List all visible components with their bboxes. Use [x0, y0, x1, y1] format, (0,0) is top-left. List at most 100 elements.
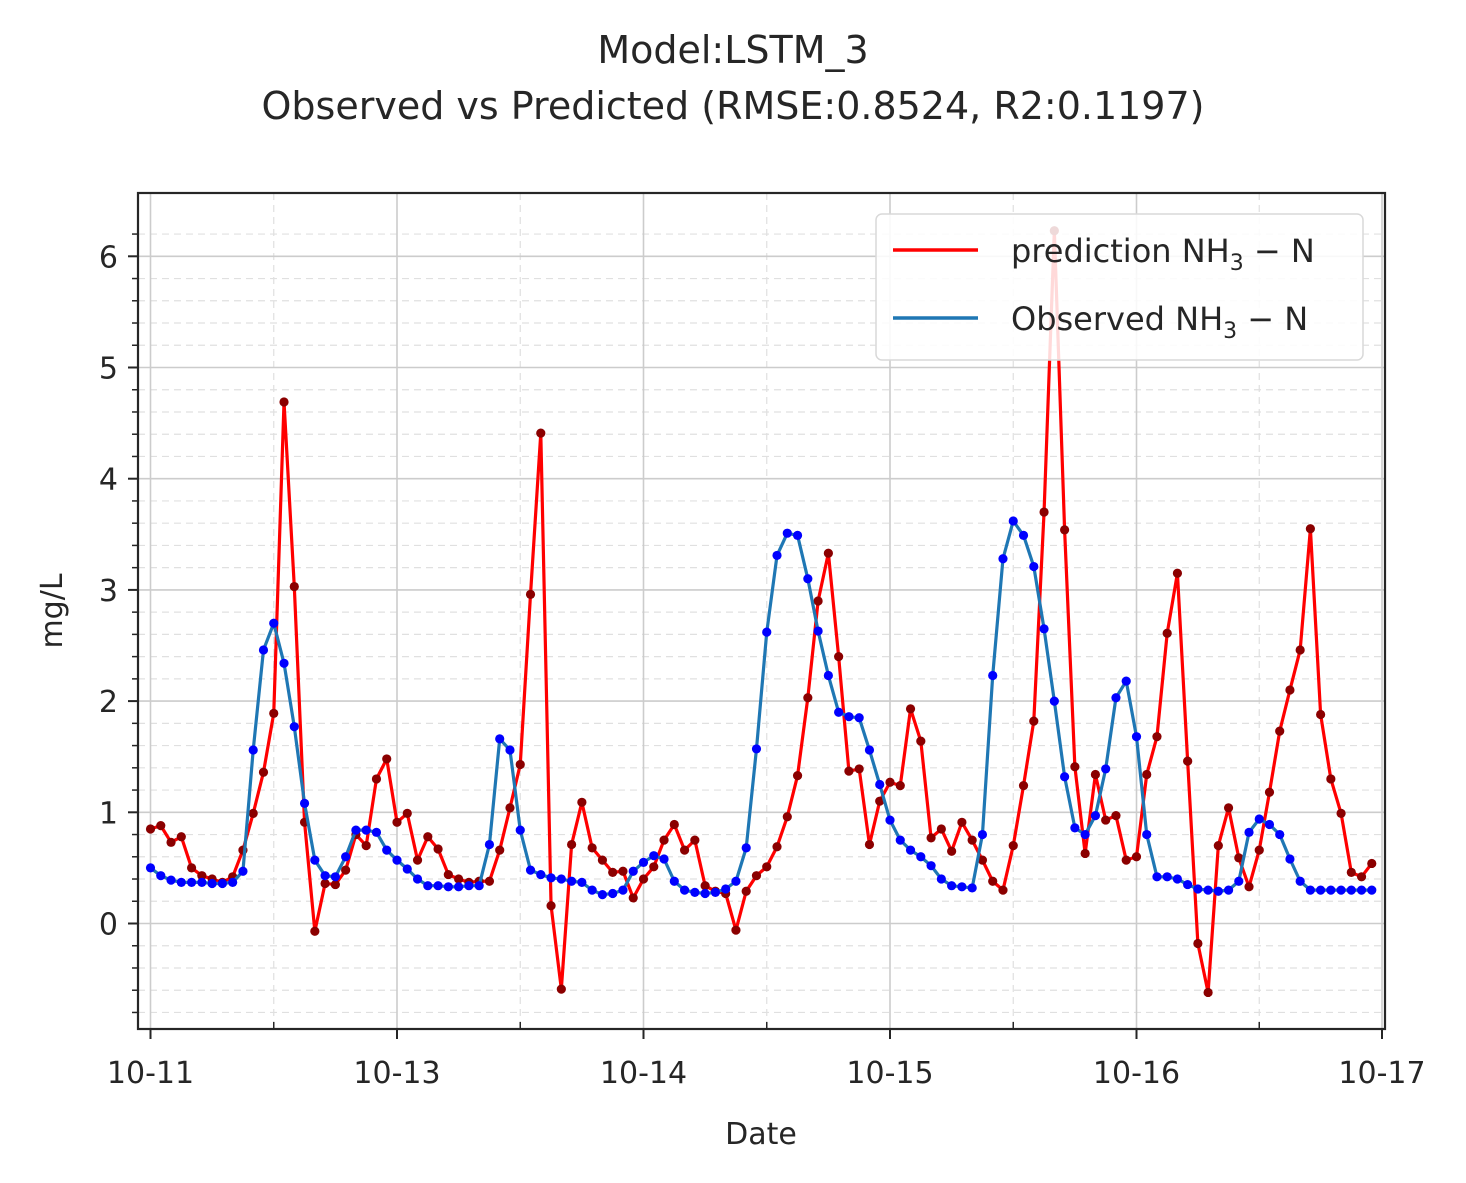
x-tick-label: 10-17: [1338, 1056, 1425, 1091]
legend-subscript-prediction: 3: [1230, 251, 1244, 276]
data-point-prediction: [1223, 803, 1234, 813]
data-point-observed: [279, 658, 289, 668]
data-point-prediction: [731, 925, 741, 935]
data-point-observed: [351, 825, 361, 835]
data-point-observed: [618, 885, 628, 895]
data-point-prediction: [782, 812, 792, 822]
data-point-observed: [905, 845, 916, 855]
data-point-observed: [762, 627, 772, 637]
data-point-prediction: [1152, 732, 1162, 742]
data-point-observed: [1193, 884, 1203, 894]
data-point-prediction: [1029, 716, 1039, 726]
data-point-observed: [1275, 829, 1285, 840]
data-point-observed: [1264, 819, 1275, 830]
data-point-observed: [741, 843, 751, 853]
data-point-prediction: [618, 866, 628, 876]
legend-label-observed: Observed NH3 − N: [1011, 300, 1308, 344]
data-point-prediction: [371, 774, 382, 784]
data-point-prediction: [197, 871, 207, 881]
legend: prediction NH3 − N Observed NH3 − N: [875, 213, 1364, 361]
data-point-prediction: [1111, 811, 1121, 821]
data-point-observed: [145, 863, 156, 873]
data-point-observed: [1223, 885, 1234, 895]
data-point-observed: [638, 857, 649, 867]
data-point-prediction: [1305, 524, 1315, 534]
data-point-prediction: [762, 862, 772, 872]
y-tick-label: 1: [99, 796, 118, 831]
data-point-prediction: [1131, 852, 1142, 862]
data-point-observed: [844, 712, 854, 722]
x-tick-label: 10-13: [353, 1056, 440, 1091]
data-point-prediction: [320, 878, 330, 889]
data-point-prediction: [638, 874, 649, 884]
data-point-observed: [1183, 879, 1193, 890]
data-point-observed: [217, 878, 227, 889]
data-point-observed: [1234, 876, 1244, 886]
y-tick-label: 4: [99, 463, 118, 498]
data-point-observed: [608, 888, 618, 899]
legend-prefix-prediction: prediction NH: [1011, 232, 1230, 270]
data-point-observed: [1152, 872, 1162, 882]
data-point-observed: [515, 825, 525, 835]
data-point-observed: [1305, 885, 1315, 895]
data-point-prediction: [926, 833, 936, 843]
legend-suffix-observed: − N: [1237, 300, 1308, 338]
data-point-observed: [721, 884, 731, 894]
data-point-prediction: [977, 855, 988, 865]
data-point-observed: [803, 574, 813, 584]
data-point-observed: [885, 815, 895, 825]
data-point-observed: [433, 881, 443, 891]
data-point-observed: [947, 881, 957, 891]
data-point-prediction: [412, 855, 423, 865]
data-point-observed: [1213, 886, 1223, 896]
data-point-prediction: [382, 754, 392, 764]
data-point-observed: [238, 866, 248, 876]
data-point-prediction: [186, 863, 197, 873]
data-point-observed: [731, 876, 741, 886]
data-point-observed: [679, 885, 690, 895]
data-point-prediction: [813, 596, 823, 606]
data-point-observed: [772, 550, 782, 561]
data-point-observed: [371, 827, 382, 837]
data-point-observed: [916, 852, 926, 862]
legend-subscript-observed: 3: [1223, 319, 1237, 344]
data-point-prediction: [1316, 709, 1326, 720]
data-point-prediction: [864, 839, 875, 850]
data-point-observed: [556, 874, 566, 884]
data-point-prediction: [885, 777, 895, 787]
data-point-prediction: [546, 901, 556, 911]
data-point-observed: [1244, 827, 1254, 837]
data-point-observed: [248, 745, 258, 755]
data-point-observed: [988, 670, 998, 681]
data-point-prediction: [1172, 568, 1183, 578]
data-point-observed: [649, 851, 659, 861]
data-point-observed: [782, 528, 792, 538]
data-point-observed: [567, 876, 577, 886]
data-point-observed: [156, 871, 166, 881]
y-tick-label: 5: [99, 352, 118, 387]
data-point-observed: [258, 645, 269, 655]
data-point-prediction: [443, 869, 453, 880]
data-point-observed: [443, 882, 453, 892]
data-point-observed: [197, 877, 207, 887]
legend-label-prediction: prediction NH3 − N: [1011, 232, 1315, 276]
data-point-observed: [454, 882, 464, 892]
data-point-observed: [382, 845, 392, 855]
data-point-prediction: [1162, 628, 1172, 638]
data-point-observed: [207, 878, 217, 889]
data-point-prediction: [834, 652, 844, 662]
data-point-observed: [505, 745, 515, 755]
data-point-observed: [1131, 732, 1142, 742]
x-tick-label: 10-11: [107, 1056, 194, 1091]
data-point-observed: [1295, 876, 1305, 886]
data-point-prediction: [659, 835, 669, 845]
data-point-prediction: [1070, 762, 1080, 772]
series-line-prediction: [150, 229, 1374, 995]
data-point-prediction: [515, 759, 525, 770]
data-point-observed: [1029, 561, 1039, 572]
data-point-observed: [957, 882, 967, 892]
data-point-observed: [1162, 872, 1172, 882]
data-point-observed: [412, 874, 423, 884]
data-point-prediction: [258, 767, 269, 777]
